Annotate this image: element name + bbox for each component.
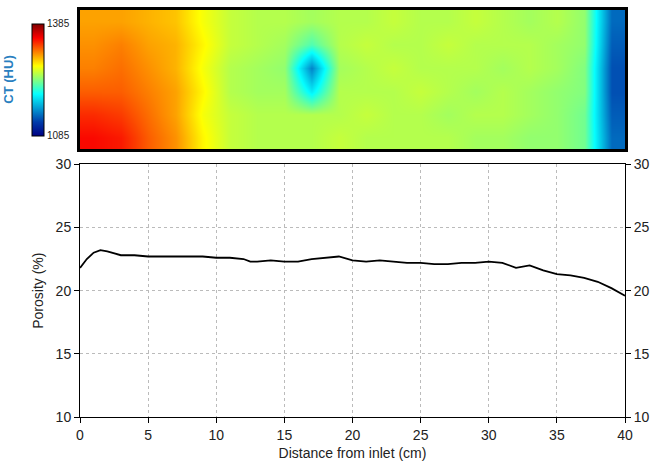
svg-text:15: 15 bbox=[56, 346, 72, 362]
svg-text:30: 30 bbox=[481, 427, 497, 443]
svg-text:30: 30 bbox=[56, 156, 72, 172]
svg-text:10: 10 bbox=[208, 427, 224, 443]
svg-text:0: 0 bbox=[76, 427, 84, 443]
svg-text:Porosity (%): Porosity (%) bbox=[30, 253, 46, 329]
svg-text:35: 35 bbox=[549, 427, 565, 443]
svg-text:20: 20 bbox=[56, 283, 72, 299]
svg-text:25: 25 bbox=[413, 427, 429, 443]
svg-text:20: 20 bbox=[634, 283, 650, 299]
svg-text:25: 25 bbox=[56, 219, 72, 235]
svg-text:Distance from inlet (cm): Distance from inlet (cm) bbox=[279, 445, 427, 461]
svg-text:5: 5 bbox=[144, 427, 152, 443]
svg-text:25: 25 bbox=[634, 219, 650, 235]
svg-text:1085: 1085 bbox=[47, 130, 70, 141]
svg-text:15: 15 bbox=[634, 346, 650, 362]
svg-text:40: 40 bbox=[617, 427, 633, 443]
svg-text:1385: 1385 bbox=[47, 18, 70, 29]
svg-text:15: 15 bbox=[277, 427, 293, 443]
svg-text:10: 10 bbox=[56, 409, 72, 425]
svg-text:20: 20 bbox=[345, 427, 361, 443]
svg-text:CT (HU): CT (HU) bbox=[1, 55, 16, 103]
svg-text:10: 10 bbox=[634, 409, 650, 425]
svg-text:30: 30 bbox=[634, 156, 650, 172]
